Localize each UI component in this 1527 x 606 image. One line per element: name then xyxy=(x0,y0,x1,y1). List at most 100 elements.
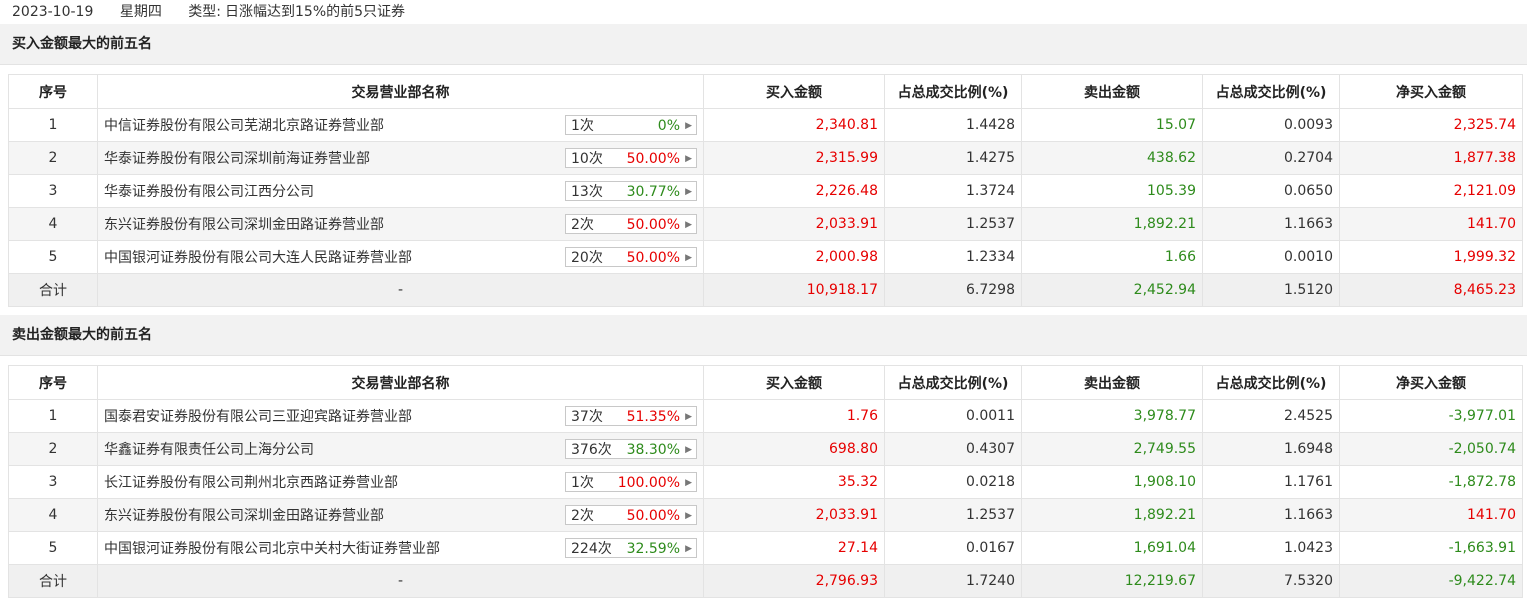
broker-stats-dropdown[interactable]: 2次 50.00% ▶ xyxy=(565,214,697,234)
buy-amount: 698.80 xyxy=(703,432,885,466)
appearance-count: 1次 xyxy=(571,118,594,134)
appearance-count: 2次 xyxy=(571,217,594,233)
total-name-placeholder: - xyxy=(97,273,704,307)
sell-amount: 2,749.55 xyxy=(1021,432,1203,466)
broker-name-cell: 华泰证券股份有限公司江西分公司 13次 30.77% ▶ xyxy=(97,174,704,208)
sell-ratio: 0.0093 xyxy=(1202,108,1340,142)
broker-name[interactable]: 国泰君安证券股份有限公司三亚迎宾路证券营业部 xyxy=(104,409,412,425)
broker-stats-dropdown[interactable]: 1次 100.00% ▶ xyxy=(565,472,697,492)
buy-ratio: 0.0167 xyxy=(884,531,1022,565)
buy-ratio: 1.3724 xyxy=(884,174,1022,208)
table-row: 5 中国银河证券股份有限公司大连人民路证券营业部 20次 50.00% ▶ 2,000.9… xyxy=(8,240,1523,274)
buy-ratio: 1.2537 xyxy=(884,498,1022,532)
success-rate: 38.30% xyxy=(626,442,680,458)
table-row: 1 中信证券股份有限公司芜湖北京路证券营业部 1次 0% ▶ 2,340.81 1.4428… xyxy=(8,108,1523,142)
broker-name[interactable]: 华泰证券股份有限公司江西分公司 xyxy=(104,184,314,200)
sell-ratio: 0.0650 xyxy=(1202,174,1340,208)
appearance-count: 13次 xyxy=(571,184,603,200)
section-spacer xyxy=(0,356,1527,365)
appearance-count: 37次 xyxy=(571,409,603,425)
broker-stats-dropdown[interactable]: 1次 0% ▶ xyxy=(565,115,697,135)
row-index: 4 xyxy=(8,207,98,241)
total-buy-amount: 2,796.93 xyxy=(703,564,885,598)
chevron-right-icon: ▶ xyxy=(685,121,692,131)
net-buy-amount: 141.70 xyxy=(1339,207,1523,241)
broker-name-cell: 中国银河证券股份有限公司大连人民路证券营业部 20次 50.00% ▶ xyxy=(97,240,704,274)
net-buy-amount: -3,977.01 xyxy=(1339,399,1523,433)
sell-amount: 1,892.21 xyxy=(1021,498,1203,532)
total-sell-ratio: 1.5120 xyxy=(1202,273,1340,307)
broker-name-cell: 长江证券股份有限公司荆州北京西路证券营业部 1次 100.00% ▶ xyxy=(97,465,704,499)
success-rate: 50.00% xyxy=(626,217,680,233)
success-rate: 30.77% xyxy=(626,184,680,200)
broker-name[interactable]: 中国银河证券股份有限公司大连人民路证券营业部 xyxy=(104,250,412,266)
sell-ratio: 1.1663 xyxy=(1202,498,1340,532)
buy-amount: 2,033.91 xyxy=(703,207,885,241)
column-header: 序号 xyxy=(8,74,98,109)
chevron-right-icon: ▶ xyxy=(685,445,692,455)
sections-container: 买入金额最大的前五名序号 交易营业部名称 买入金额 占总成交比例(%) 卖出金额 占总成交… xyxy=(0,24,1527,598)
sell-ratio: 1.1761 xyxy=(1202,465,1340,499)
sell-ratio: 1.1663 xyxy=(1202,207,1340,241)
table-header-row: 序号 交易营业部名称 买入金额 占总成交比例(%) 卖出金额 占总成交比例(%) 净买入金额 xyxy=(8,74,1523,109)
row-index: 3 xyxy=(8,465,98,499)
sell-amount: 1,892.21 xyxy=(1021,207,1203,241)
sell-ratio: 0.0010 xyxy=(1202,240,1340,274)
broker-stats-dropdown[interactable]: 37次 51.35% ▶ xyxy=(565,406,697,426)
broker-name[interactable]: 华鑫证券有限责任公司上海分公司 xyxy=(104,442,314,458)
sell-amount: 438.62 xyxy=(1021,141,1203,175)
broker-name-cell: 国泰君安证券股份有限公司三亚迎宾路证券营业部 37次 51.35% ▶ xyxy=(97,399,704,433)
broker-name[interactable]: 东兴证券股份有限公司深圳金田路证券营业部 xyxy=(104,217,384,233)
success-rate: 0% xyxy=(657,118,680,134)
broker-stats-dropdown[interactable]: 10次 50.00% ▶ xyxy=(565,148,697,168)
net-buy-amount: 1,877.38 xyxy=(1339,141,1523,175)
section-spacer xyxy=(0,65,1527,74)
appearance-count: 2次 xyxy=(571,508,594,524)
total-net-buy-amount: 8,465.23 xyxy=(1339,273,1523,307)
table-row: 2 华鑫证券有限责任公司上海分公司 376次 38.30% ▶ 698.80 0.4307 2… xyxy=(8,432,1523,466)
table-row: 4 东兴证券股份有限公司深圳金田路证券营业部 2次 50.00% ▶ 2,033.91 1.… xyxy=(8,498,1523,532)
top-buyers-table: 序号 交易营业部名称 买入金额 占总成交比例(%) 卖出金额 占总成交比例(%) 净买入金额… xyxy=(8,74,1523,307)
total-sell-amount: 2,452.94 xyxy=(1021,273,1203,307)
sell-amount: 15.07 xyxy=(1021,108,1203,142)
broker-stats-dropdown[interactable]: 224次 32.59% ▶ xyxy=(565,538,697,558)
broker-name[interactable]: 东兴证券股份有限公司深圳金田路证券营业部 xyxy=(104,508,384,524)
appearance-count: 10次 xyxy=(571,151,603,167)
broker-stats-dropdown[interactable]: 2次 50.00% ▶ xyxy=(565,505,697,525)
net-buy-amount: -1,663.91 xyxy=(1339,531,1523,565)
appearance-count: 20次 xyxy=(571,250,603,266)
broker-name[interactable]: 中国银河证券股份有限公司北京中关村大街证券营业部 xyxy=(104,541,440,557)
success-rate: 32.59% xyxy=(626,541,680,557)
broker-stats-dropdown[interactable]: 13次 30.77% ▶ xyxy=(565,181,697,201)
broker-stats-dropdown[interactable]: 376次 38.30% ▶ xyxy=(565,439,697,459)
sell-amount: 1,908.10 xyxy=(1021,465,1203,499)
section-title: 买入金额最大的前五名 xyxy=(0,24,1527,65)
success-rate: 50.00% xyxy=(626,250,680,266)
broker-name[interactable]: 中信证券股份有限公司芜湖北京路证券营业部 xyxy=(104,118,384,134)
sell-amount: 105.39 xyxy=(1021,174,1203,208)
column-header: 卖出金额 xyxy=(1021,365,1203,400)
date-text: 2023-10-19 xyxy=(12,4,94,20)
column-header: 占总成交比例(%) xyxy=(884,74,1022,109)
table-row: 2 华泰证券股份有限公司深圳前海证券营业部 10次 50.00% ▶ 2,315.99 1.… xyxy=(8,141,1523,175)
sell-ratio: 2.4525 xyxy=(1202,399,1340,433)
buy-amount: 2,033.91 xyxy=(703,498,885,532)
broker-stats-dropdown[interactable]: 20次 50.00% ▶ xyxy=(565,247,697,267)
type-label: 类型: xyxy=(188,4,221,20)
success-rate: 100.00% xyxy=(617,475,680,491)
appearance-count: 224次 xyxy=(571,541,612,557)
broker-name-cell: 东兴证券股份有限公司深圳金田路证券营业部 2次 50.00% ▶ xyxy=(97,498,704,532)
row-index: 1 xyxy=(8,399,98,433)
broker-name[interactable]: 华泰证券股份有限公司深圳前海证券营业部 xyxy=(104,151,370,167)
total-buy-ratio: 1.7240 xyxy=(884,564,1022,598)
net-buy-amount: 141.70 xyxy=(1339,498,1523,532)
broker-name[interactable]: 长江证券股份有限公司荆州北京西路证券营业部 xyxy=(104,475,398,491)
type-value: 日涨幅达到15%的前5只证券 xyxy=(225,4,406,20)
total-label: 合计 xyxy=(8,564,98,598)
broker-name-cell: 中信证券股份有限公司芜湖北京路证券营业部 1次 0% ▶ xyxy=(97,108,704,142)
appearance-count: 376次 xyxy=(571,442,612,458)
row-index: 1 xyxy=(8,108,98,142)
total-row: 合计 -10,918.17 6.7298 2,452.94 1.5120 8,465.23 xyxy=(8,273,1523,307)
buy-ratio: 1.2537 xyxy=(884,207,1022,241)
table-row: 3 长江证券股份有限公司荆州北京西路证券营业部 1次 100.00% ▶ 35.32 0.0… xyxy=(8,465,1523,499)
